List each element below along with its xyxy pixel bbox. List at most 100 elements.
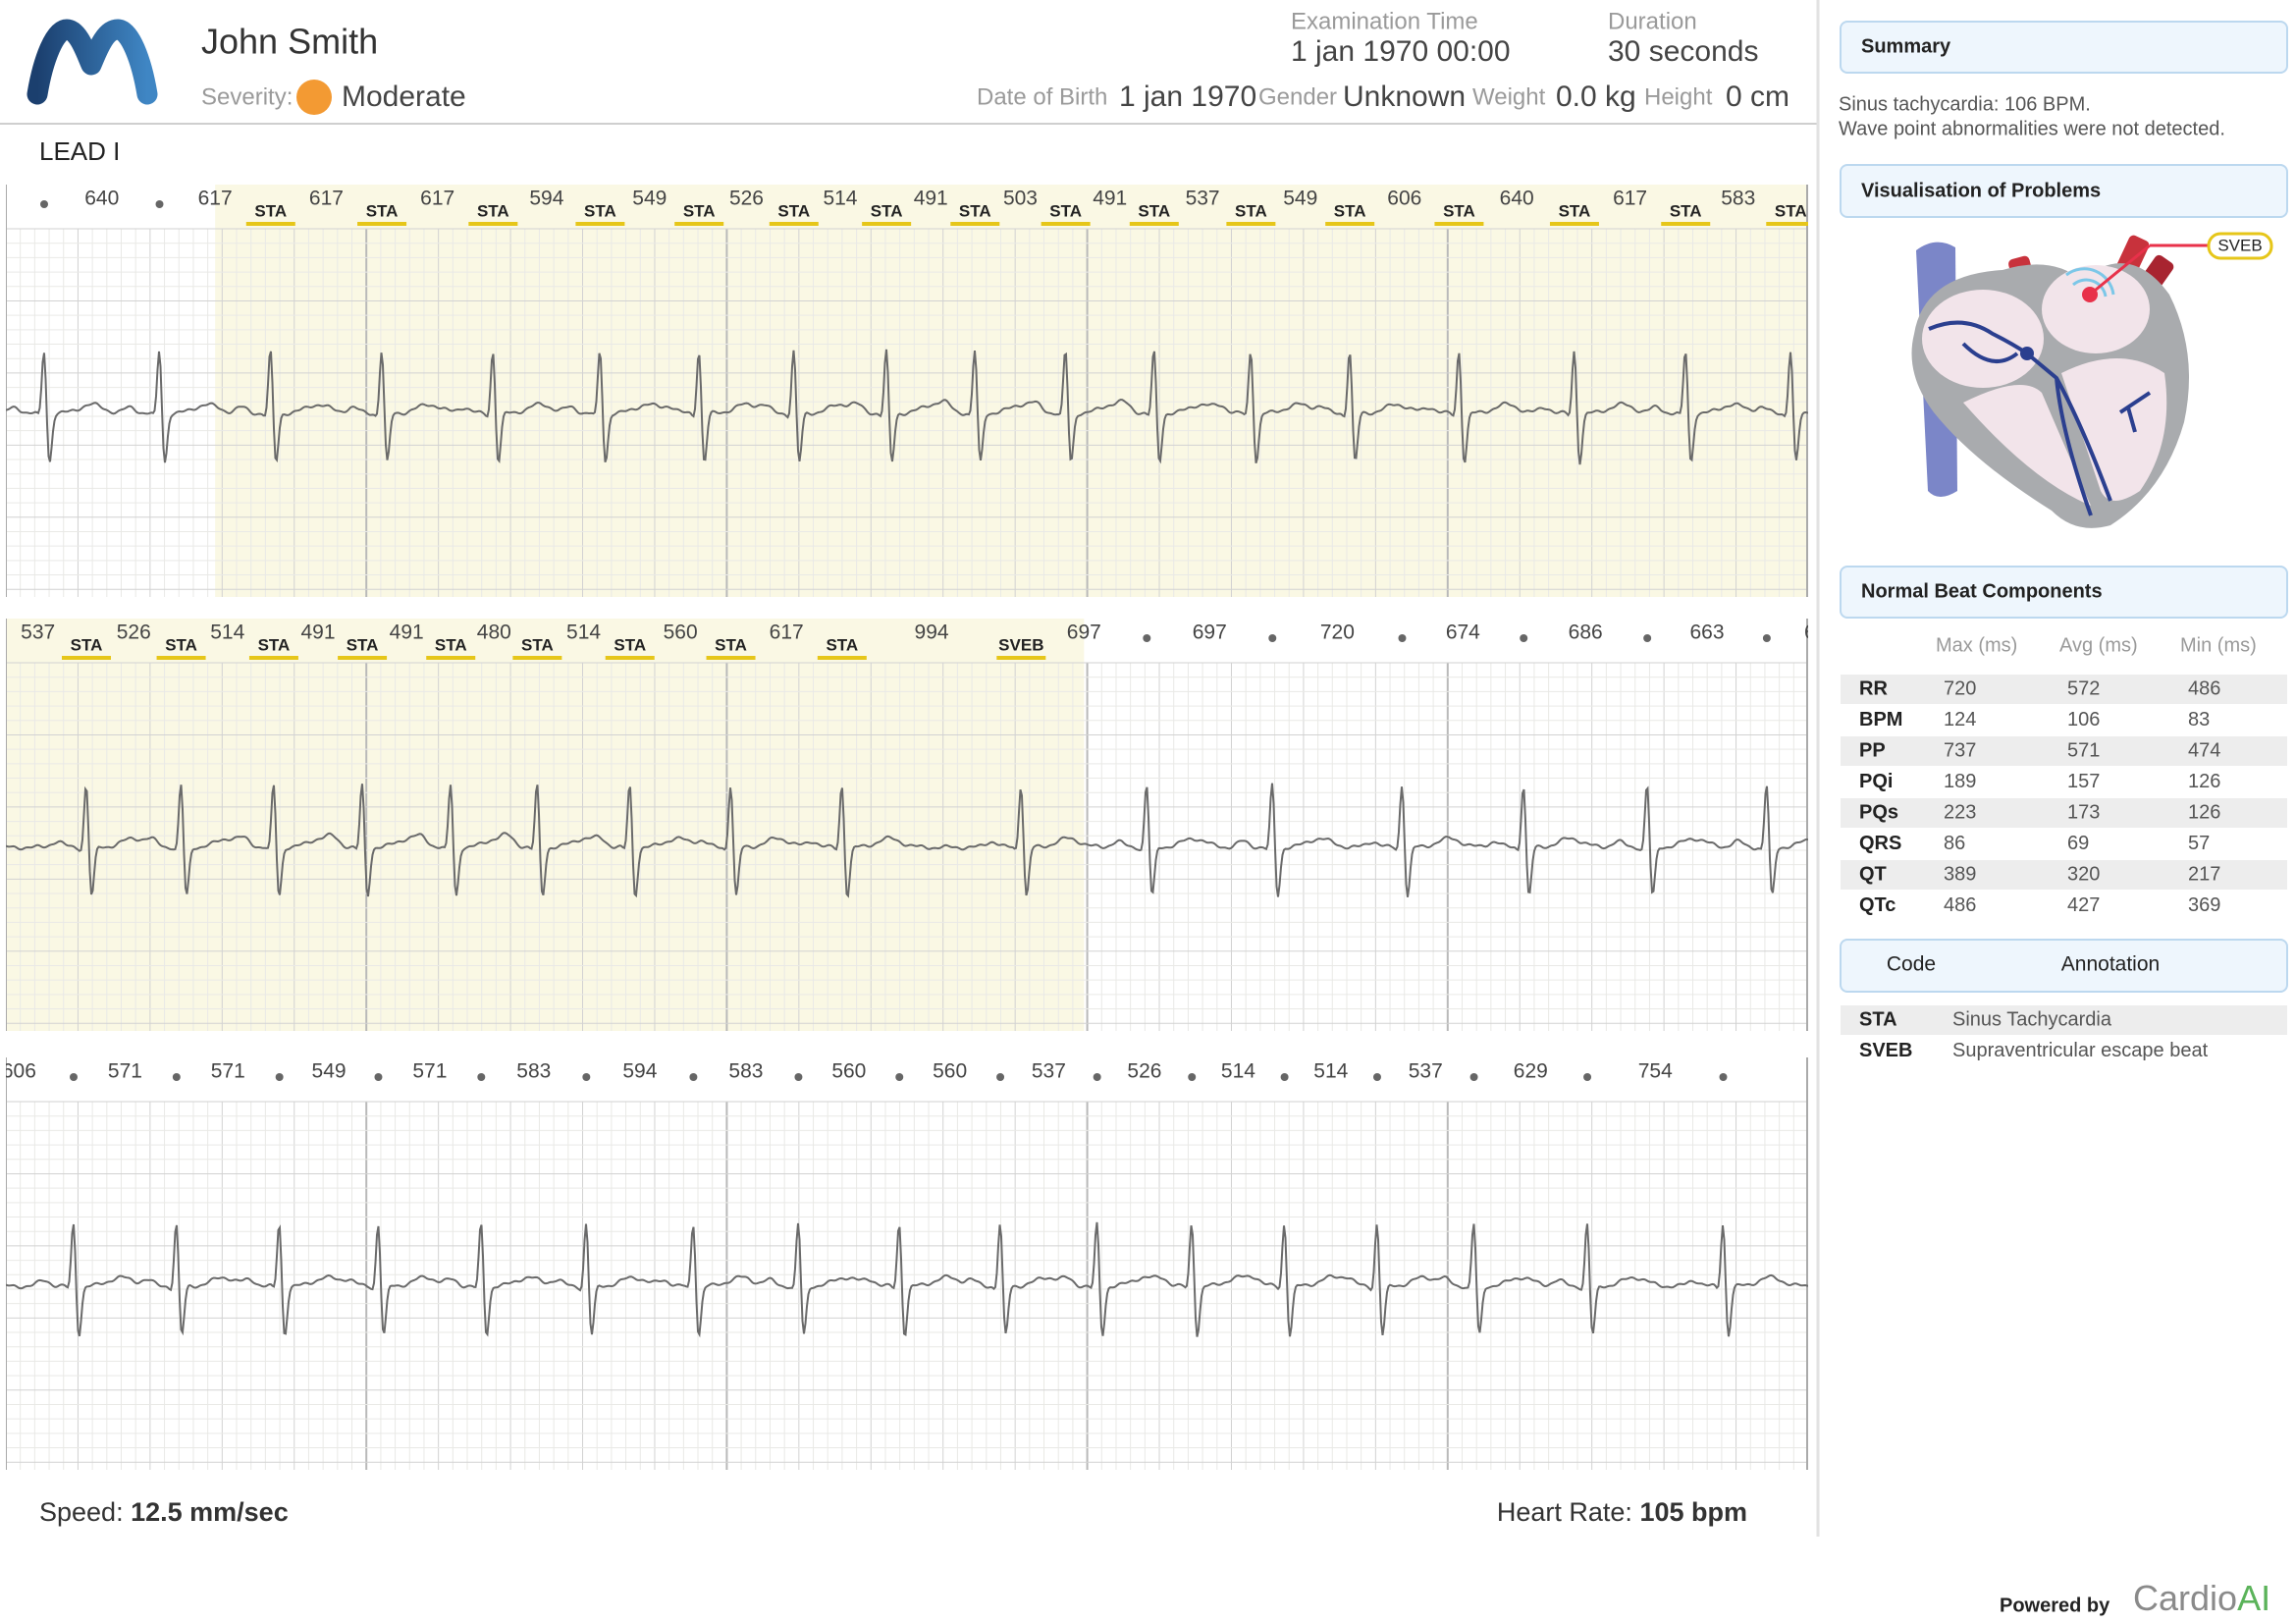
beat-tag: STA xyxy=(959,201,991,220)
beat-tag-underline xyxy=(862,222,912,226)
beat-tag: STA xyxy=(1443,201,1475,220)
row-value: 427 xyxy=(2067,894,2100,916)
row-value: 106 xyxy=(2067,709,2100,730)
marker-text: SVEB xyxy=(2217,236,2262,254)
brand: CardioAI xyxy=(2133,1578,2270,1618)
beat-dot xyxy=(155,200,164,208)
rr-label: 571 xyxy=(108,1060,142,1083)
beat-tag: STA xyxy=(258,635,291,654)
beat-dot xyxy=(1268,634,1277,642)
row-value: 124 xyxy=(1944,709,1976,730)
logo xyxy=(27,19,158,105)
summary-title: Summary xyxy=(1861,35,1951,57)
rr-label: 560 xyxy=(933,1060,967,1083)
components-box xyxy=(1840,566,2288,619)
beat-tag: STA xyxy=(347,635,379,654)
ecg-trace xyxy=(6,1221,1808,1338)
dob-label: Date of Birth xyxy=(977,83,1107,110)
rr-label: 754 xyxy=(1638,1060,1673,1083)
lead-label: LEAD I xyxy=(39,136,120,166)
patient-name: John Smith xyxy=(201,22,378,62)
row-value: 571 xyxy=(2067,739,2100,761)
beat-tag-underline xyxy=(1325,222,1375,226)
dob: 1 jan 1970 xyxy=(1119,81,1256,113)
beat-tag: STA xyxy=(614,635,646,654)
ecg-trace xyxy=(6,783,1808,898)
beat-tag: SVEB xyxy=(998,635,1043,654)
row-value: 189 xyxy=(1944,771,1976,792)
beat-tag-underline xyxy=(468,222,518,226)
beat-tag: STA xyxy=(871,201,903,220)
rr-label: 514 xyxy=(1313,1060,1348,1083)
rr-label: 549 xyxy=(1283,188,1317,210)
beat-tag-underline xyxy=(1226,222,1276,226)
column-header: Max (ms) xyxy=(1936,634,2017,656)
beat-tag: STA xyxy=(715,635,747,654)
beat-tag: STA xyxy=(777,201,810,220)
code: SVEB xyxy=(1859,1040,1912,1061)
row-shade xyxy=(1841,736,2287,766)
beat-tag: STA xyxy=(477,201,509,220)
rr-label: 686 xyxy=(1569,622,1603,644)
rr-label: 606 xyxy=(1804,622,1839,644)
rr-label: 537 xyxy=(21,622,55,644)
summary-line: Wave point abnormalities were not detect… xyxy=(1839,118,2225,139)
exam-time: 1 jan 1970 00:00 xyxy=(1291,35,1511,68)
row-value: 217 xyxy=(2188,863,2220,885)
beat-dot xyxy=(1520,634,1528,642)
speed-label: Speed: xyxy=(39,1497,124,1527)
rr-label: 720 xyxy=(1320,622,1355,644)
rr-label: 537 xyxy=(1032,1060,1066,1083)
beat-tag-underline xyxy=(1041,222,1091,226)
rr-label: 583 xyxy=(516,1060,551,1083)
rr-label: 594 xyxy=(529,188,563,210)
beat-dot xyxy=(582,1073,591,1081)
rr-label: 514 xyxy=(823,188,857,210)
row-value: 126 xyxy=(2188,771,2220,792)
rr-label: 491 xyxy=(1093,188,1127,210)
beat-tag-underline xyxy=(575,222,625,226)
ecg-strip: 640 617 617 617 594 549 526 514 491 503 491 537 549 6… xyxy=(6,185,1808,597)
rr-label: 606 xyxy=(2,1060,36,1083)
row-name: QTc xyxy=(1859,894,1896,916)
summary-line: Sinus tachycardia: 106 BPM. xyxy=(1839,93,2091,115)
annotation: Supraventricular escape beat xyxy=(1952,1040,2209,1061)
rr-label: 617 xyxy=(309,188,344,210)
rr-label: 994 xyxy=(915,622,949,644)
beat-tag-underline xyxy=(1661,222,1711,226)
beat-tag: STA xyxy=(584,201,616,220)
row-shade xyxy=(1841,1005,2287,1035)
beat-tag: STA xyxy=(683,201,716,220)
visualisation-title: Visualisation of Problems xyxy=(1861,180,2101,201)
rr-label: 629 xyxy=(1514,1060,1548,1083)
beat-dot xyxy=(689,1073,698,1081)
gender-label: Gender xyxy=(1258,83,1337,110)
row-value: 57 xyxy=(2188,833,2210,854)
annotation: Sinus Tachycardia xyxy=(1952,1008,2112,1030)
beat-tag: STA xyxy=(1559,201,1591,220)
rr-label: 514 xyxy=(566,622,601,644)
row-value: 474 xyxy=(2188,739,2220,761)
weight: 0.0 kg xyxy=(1556,81,1636,113)
gender: Unknown xyxy=(1343,81,1466,113)
beat-dot xyxy=(275,1073,284,1081)
beat-tag-underline xyxy=(1549,222,1599,226)
rr-label: 560 xyxy=(664,622,698,644)
row-shade xyxy=(1841,675,2287,704)
beat-tag: STA xyxy=(521,635,554,654)
rr-label: 663 xyxy=(1689,622,1724,644)
column-header: Annotation xyxy=(2061,953,2160,976)
speed: Speed: 12.5 mm/sec xyxy=(39,1497,289,1527)
beat-tag: STA xyxy=(71,635,103,654)
row-name: QRS xyxy=(1859,833,1901,854)
ecg-strip: 606 571 571 549 571 583 594 583 560 560 537 526 514 5… xyxy=(2,1057,1808,1470)
row-value: 320 xyxy=(2067,863,2100,885)
beat-dot xyxy=(1469,1073,1478,1081)
beat-tag-underline xyxy=(950,222,1000,226)
row-name: PP xyxy=(1859,739,1886,761)
beat-tag-underline xyxy=(426,656,476,660)
row-name: QT xyxy=(1859,863,1887,885)
beat-dot xyxy=(1719,1073,1728,1081)
rr-label: 697 xyxy=(1067,622,1101,644)
rr-label: 491 xyxy=(300,622,335,644)
